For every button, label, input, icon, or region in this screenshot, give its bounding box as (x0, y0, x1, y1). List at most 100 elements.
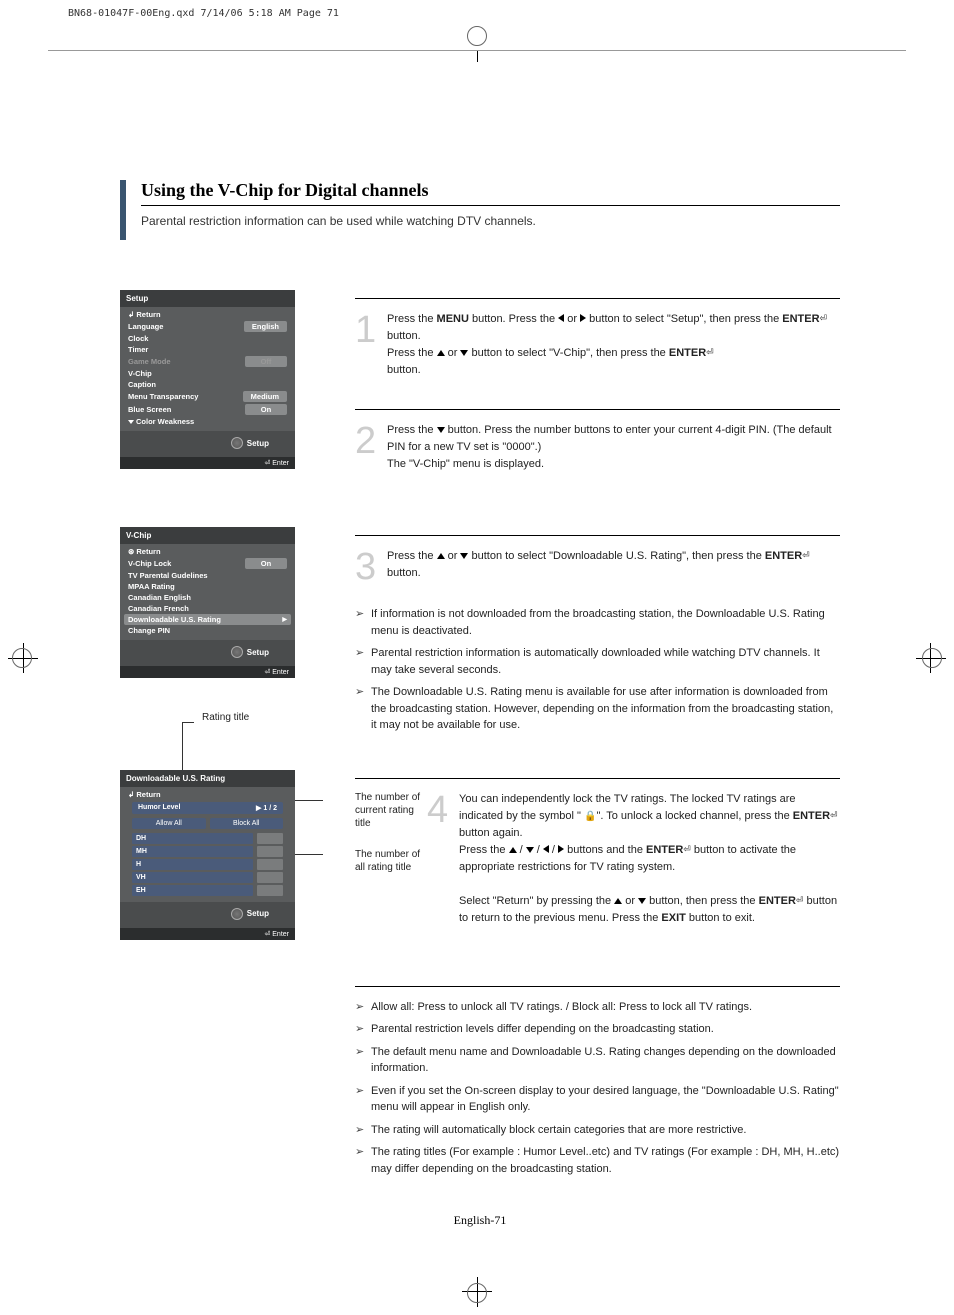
osd-badge: Setup (247, 648, 269, 657)
osd-enter-bar: ⏎ Enter (120, 928, 295, 940)
divider (355, 535, 840, 536)
osd-item: Return (136, 790, 160, 799)
osd-value: On (245, 558, 287, 569)
osd-title: Setup (120, 290, 295, 307)
osd-item: Canadian English (128, 593, 191, 602)
divider (355, 409, 840, 410)
notes-list: Allow all: Press to unlock all TV rating… (355, 999, 840, 1178)
osd-item: Change PIN (128, 626, 170, 635)
page-number: English-71 (120, 1213, 840, 1228)
section-header: Using the V-Chip for Digital channels Pa… (120, 180, 840, 240)
osd-item: Language (128, 322, 163, 331)
step-4: 4 You can independently lock the TV rati… (427, 791, 840, 927)
note-item: The Downloadable U.S. Rating menu is ava… (355, 684, 840, 734)
osd-title: V-Chip (120, 527, 295, 544)
osd-item: V-Chip Lock (128, 559, 171, 568)
step-3: 3 Press the or button to select "Downloa… (355, 548, 840, 586)
rating-cell: MH (132, 846, 253, 857)
osd-item: Blue Screen (128, 405, 171, 414)
osd-item: TV Parental Gudelines (128, 571, 208, 580)
divider (355, 986, 840, 987)
osd-item: V-Chip (128, 369, 152, 378)
osd-value: Medium (243, 391, 287, 402)
osd-enter-bar: ⏎ Enter (120, 457, 295, 469)
step-body: Press the button. Press the number butto… (387, 422, 840, 473)
step-2: 2 Press the button. Press the number but… (355, 422, 840, 473)
osd-badge: Setup (247, 439, 269, 448)
note-item: The rating titles (For example : Humor L… (355, 1144, 840, 1177)
osd-item: Menu Transparency (128, 392, 198, 401)
lock-icon: 🔒 (584, 811, 596, 822)
allow-all-button: Allow All (132, 818, 206, 829)
osd-enter-bar: ⏎ Enter (120, 666, 295, 678)
osd-item: Return (136, 310, 160, 319)
step-number: 1 (355, 311, 383, 379)
crop-circle (922, 648, 942, 668)
osd-item: Game Mode (128, 357, 171, 366)
osd-item: Return (136, 547, 160, 556)
up-arrow-icon (437, 553, 445, 559)
osd-vchip-screenshot: V-Chip ⊛ Return V-Chip LockOn TV Parenta… (120, 527, 295, 678)
callout-num-current: The number of current rating title (355, 791, 427, 830)
rating-title-label: Humor Level (138, 804, 180, 812)
page-content: Using the V-Chip for Digital channels Pa… (120, 180, 840, 1228)
osd-downloadable-rating-screenshot: Downloadable U.S. Rating ↲ Return Humor … (120, 770, 295, 940)
divider (355, 778, 840, 779)
rating-cell: VH (132, 872, 253, 883)
callout-num-all: The number of all rating title (355, 848, 427, 874)
osd-item: Caption (128, 380, 156, 389)
osd-value: On (245, 404, 287, 415)
note-item: Allow all: Press to unlock all TV rating… (355, 999, 840, 1016)
enter-icon: ⏎ (830, 809, 838, 823)
note-item: The default menu name and Downloadable U… (355, 1044, 840, 1077)
up-arrow-icon (509, 847, 517, 853)
osd-title: Downloadable U.S. Rating (120, 770, 295, 787)
down-arrow-icon (526, 847, 534, 853)
enter-icon: ⏎ (820, 312, 828, 326)
callout-line (295, 854, 323, 855)
rating-cell: EH (132, 885, 253, 896)
enter-icon: ⏎ (683, 843, 691, 857)
callout-rating-title: Rating title (202, 712, 249, 723)
note-item: If information is not downloaded from th… (355, 606, 840, 639)
gear-icon (231, 908, 243, 920)
block-all-button: Block All (210, 818, 284, 829)
osd-item: Color Weakness (136, 417, 194, 426)
up-arrow-icon (614, 898, 622, 904)
osd-value: English (244, 321, 287, 332)
step-body: You can independently lock the TV rating… (459, 791, 840, 927)
crop-circle (12, 648, 32, 668)
crop-circle (467, 1283, 487, 1303)
enter-icon: ⏎ (706, 346, 714, 360)
note-item: Even if you set the On-screen display to… (355, 1083, 840, 1116)
osd-setup-screenshot: Setup ↲ Return LanguageEnglish Clock Tim… (120, 290, 295, 469)
step-1: 1 Press the MENU button. Press the or bu… (355, 311, 840, 379)
page-indicator: 1 / 2 (263, 805, 277, 812)
callout-line (182, 722, 194, 723)
step-4-wrap: The number of current rating title The n… (355, 791, 840, 947)
step-number: 2 (355, 422, 383, 473)
step-number: 4 (427, 791, 455, 927)
osd-item-selected: Downloadable U.S. Rating (128, 615, 221, 624)
left-arrow-icon (543, 845, 549, 853)
note-item: Parental restriction information is auto… (355, 645, 840, 678)
gear-icon (231, 437, 243, 449)
section-title: Using the V-Chip for Digital channels (141, 180, 840, 206)
notes-list: If information is not downloaded from th… (355, 606, 840, 734)
callout-line (295, 800, 323, 801)
down-arrow-icon (437, 427, 445, 433)
osd-badge: Setup (247, 909, 269, 918)
osd-item: Timer (128, 345, 148, 354)
osd-item: Canadian French (128, 604, 189, 613)
osd-item: MPAA Rating (128, 582, 175, 591)
osd-item: Clock (128, 334, 148, 343)
enter-icon: ⏎ (802, 549, 810, 563)
step-body: Press the or button to select "Downloada… (387, 548, 840, 586)
note-item: The rating will automatically block cert… (355, 1122, 840, 1139)
up-arrow-icon (437, 350, 445, 356)
file-header: BN68-01047F-00Eng.qxd 7/14/06 5:18 AM Pa… (68, 8, 339, 19)
crop-circle (467, 26, 487, 46)
note-item: Parental restriction levels differ depen… (355, 1021, 840, 1038)
gear-icon (231, 646, 243, 658)
section-subtitle: Parental restriction information can be … (141, 214, 840, 228)
